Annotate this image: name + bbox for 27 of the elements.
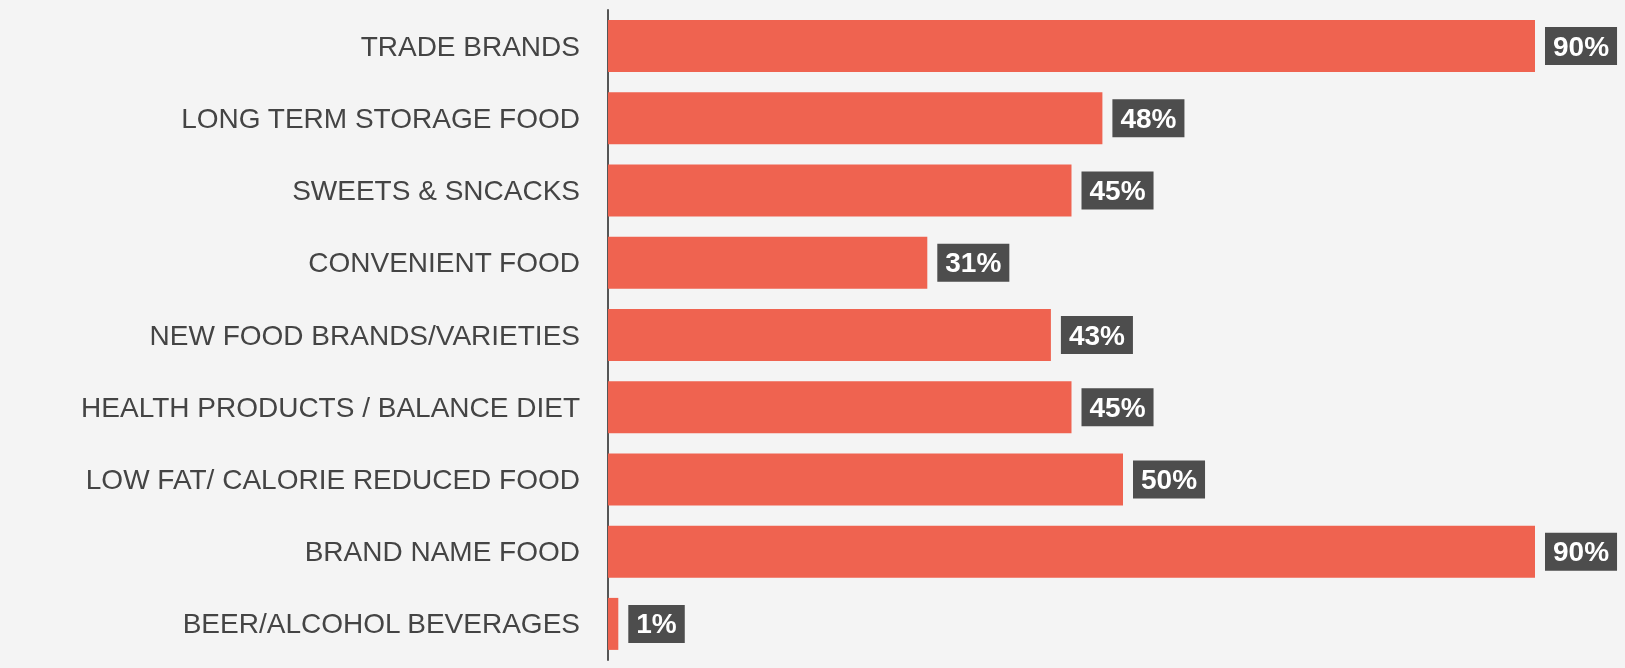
bar	[608, 164, 1072, 217]
bar	[608, 381, 1072, 434]
data-label: 45%	[1089, 175, 1146, 207]
bar	[608, 309, 1051, 361]
bar	[608, 92, 1103, 145]
y-tick-label: TRADE BRANDS	[360, 30, 580, 62]
y-tick-label: CONVENIENT FOOD	[308, 247, 580, 279]
data-label: 31%	[945, 247, 1002, 279]
data-label: 50%	[1141, 463, 1198, 495]
data-label: 48%	[1120, 102, 1177, 134]
bar	[608, 597, 619, 650]
y-tick-label: LOW FAT/ CALORIE REDUCED FOOD	[85, 463, 580, 495]
data-label: 90%	[1553, 536, 1610, 568]
y-tick-label: BEER/ALCOHOL BEVERAGES	[182, 608, 580, 640]
y-tick-label: SWEETS & SNCACKS	[292, 175, 580, 207]
data-label: 43%	[1068, 319, 1126, 351]
y-tick-label: BRAND NAME FOOD	[304, 536, 580, 568]
y-tick-label: HEALTH PRODUCTS / BALANCE DIET	[81, 391, 580, 423]
data-label: 1%	[636, 608, 677, 640]
y-tick-label: LONG TERM STORAGE FOOD	[181, 102, 580, 134]
bar	[608, 525, 1535, 578]
bar	[608, 236, 928, 289]
bar	[608, 453, 1123, 506]
y-tick-label: NEW FOOD BRANDS/VARIETIES	[149, 319, 580, 351]
bar	[608, 20, 1535, 73]
data-label: 90%	[1553, 30, 1610, 62]
data-label: 45%	[1089, 391, 1146, 423]
